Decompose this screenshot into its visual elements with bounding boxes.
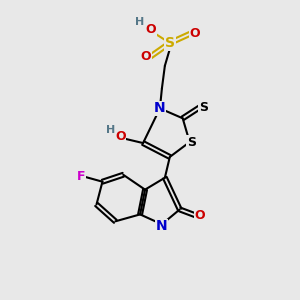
Text: O: O xyxy=(141,50,151,63)
Text: H: H xyxy=(106,125,115,135)
Text: H: H xyxy=(136,17,145,27)
Text: S: S xyxy=(199,101,208,114)
Text: O: O xyxy=(189,27,200,40)
Text: S: S xyxy=(187,136,196,148)
Text: O: O xyxy=(146,22,156,36)
Text: F: F xyxy=(76,170,85,183)
Text: N: N xyxy=(156,219,168,233)
Text: O: O xyxy=(115,130,126,142)
Text: O: O xyxy=(194,209,205,222)
Text: S: S xyxy=(165,36,175,50)
Text: N: N xyxy=(154,101,166,116)
